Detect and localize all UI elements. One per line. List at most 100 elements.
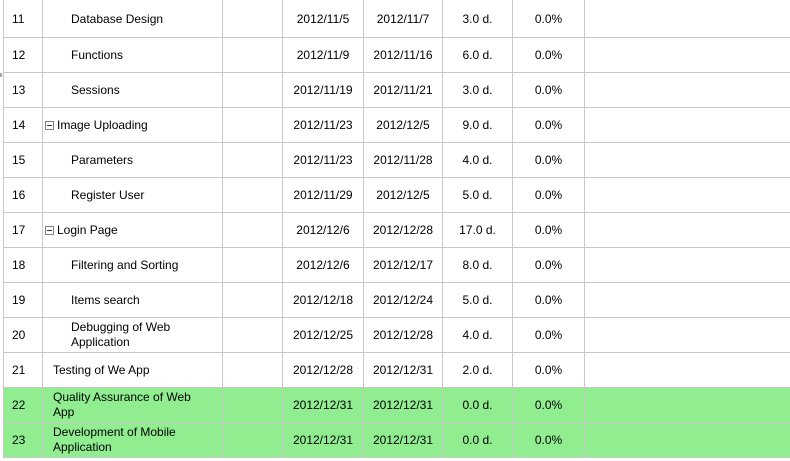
duration: 8.0 d.: [442, 247, 513, 283]
task-id: 13: [3, 72, 43, 108]
task-name: Filtering and Sorting: [71, 258, 179, 272]
task-name: Register User: [71, 188, 145, 202]
end-date: 2012/12/5: [363, 177, 443, 213]
percent-complete: 0.0%: [512, 177, 585, 213]
collapse-icon[interactable]: [45, 225, 54, 235]
table-row[interactable]: 19 Items search 2012/12/18 2012/12/24 5.…: [3, 282, 790, 318]
empty-cell: [222, 317, 283, 353]
task-id: 14: [3, 107, 43, 143]
end-date: 2012/12/31: [363, 422, 443, 458]
empty-cell: [222, 352, 283, 388]
end-date: 2012/11/16: [363, 37, 443, 73]
empty-cell: [584, 387, 790, 423]
task-name: Functions: [71, 48, 124, 62]
end-date: 2012/12/17: [363, 247, 443, 283]
task-id: 11: [3, 0, 43, 38]
task-name: Debugging of Web Application: [71, 320, 171, 349]
empty-cell: [222, 387, 283, 423]
task-id: 22: [3, 387, 43, 423]
task-name: Testing of We App: [53, 363, 150, 377]
empty-cell: [222, 37, 283, 73]
start-date: 2012/12/25: [282, 317, 364, 353]
duration: 5.0 d.: [442, 282, 513, 318]
table-row-highlighted[interactable]: 22 Quality Assurance of Web App 2012/12/…: [3, 387, 790, 423]
empty-cell: [222, 247, 283, 283]
collapse-icon[interactable]: [45, 120, 54, 130]
duration: 0.0 d.: [442, 422, 513, 458]
table-row[interactable]: 20 Debugging of Web Application 2012/12/…: [3, 317, 790, 353]
percent-complete: 0.0%: [512, 72, 585, 108]
percent-complete: 0.0%: [512, 0, 585, 38]
scrollbar-marker: [0, 73, 2, 77]
end-date: 2012/12/31: [363, 352, 443, 388]
table-row[interactable]: 16 Register User 2012/11/29 2012/12/5 5.…: [3, 177, 790, 213]
empty-cell: [222, 422, 283, 458]
table-row[interactable]: 14 Image Uploading 2012/11/23 2012/12/5 …: [3, 107, 790, 143]
empty-cell: [584, 247, 790, 283]
start-date: 2012/11/29: [282, 177, 364, 213]
percent-complete: 0.0%: [512, 317, 585, 353]
start-date: 2012/12/31: [282, 387, 364, 423]
table-row[interactable]: 17 Login Page 2012/12/6 2012/12/28 17.0 …: [3, 212, 790, 248]
duration: 6.0 d.: [442, 37, 513, 73]
end-date: 2012/12/28: [363, 317, 443, 353]
task-id: 18: [3, 247, 43, 283]
table-row[interactable]: 11 Database Design 2012/11/5 2012/11/7 3…: [3, 0, 790, 38]
table-row[interactable]: 13 Sessions 2012/11/19 2012/11/21 3.0 d.…: [3, 72, 790, 108]
start-date: 2012/12/28: [282, 352, 364, 388]
empty-cell: [222, 212, 283, 248]
empty-cell: [584, 37, 790, 73]
task-id: 23: [3, 422, 43, 458]
duration: 4.0 d.: [442, 317, 513, 353]
table-row-highlighted[interactable]: 23 Development of Mobile Application 201…: [3, 422, 790, 458]
percent-complete: 0.0%: [512, 422, 585, 458]
empty-cell: [584, 212, 790, 248]
empty-cell: [584, 177, 790, 213]
task-name: Login Page: [57, 223, 118, 237]
empty-cell: [584, 317, 790, 353]
start-date: 2012/12/6: [282, 247, 364, 283]
empty-cell: [222, 72, 283, 108]
empty-cell: [222, 142, 283, 178]
task-name: Image Uploading: [57, 118, 148, 132]
percent-complete: 0.0%: [512, 142, 585, 178]
empty-cell: [222, 177, 283, 213]
empty-cell: [584, 282, 790, 318]
percent-complete: 0.0%: [512, 37, 585, 73]
task-id: 21: [3, 352, 43, 388]
table-row[interactable]: 21 Testing of We App 2012/12/28 2012/12/…: [3, 352, 790, 388]
task-grid: 11 Database Design 2012/11/5 2012/11/7 3…: [3, 0, 790, 458]
duration: 3.0 d.: [442, 72, 513, 108]
empty-cell: [222, 282, 283, 318]
empty-cell: [584, 142, 790, 178]
start-date: 2012/12/6: [282, 212, 364, 248]
duration: 3.0 d.: [442, 0, 513, 38]
task-id: 15: [3, 142, 43, 178]
task-name: Development of Mobile Application: [53, 425, 176, 454]
table-row[interactable]: 12 Functions 2012/11/9 2012/11/16 6.0 d.…: [3, 37, 790, 73]
duration: 2.0 d.: [442, 352, 513, 388]
start-date: 2012/11/23: [282, 107, 364, 143]
task-name: Items search: [71, 293, 140, 307]
start-date: 2012/11/23: [282, 142, 364, 178]
table-row[interactable]: 18 Filtering and Sorting 2012/12/6 2012/…: [3, 247, 790, 283]
task-name: Quality Assurance of Web App: [53, 390, 191, 419]
percent-complete: 0.0%: [512, 387, 585, 423]
task-id: 20: [3, 317, 43, 353]
duration: 4.0 d.: [442, 142, 513, 178]
start-date: 2012/12/31: [282, 422, 364, 458]
percent-complete: 0.0%: [512, 352, 585, 388]
end-date: 2012/12/31: [363, 387, 443, 423]
end-date: 2012/11/7: [363, 0, 443, 38]
start-date: 2012/11/9: [282, 37, 364, 73]
duration: 17.0 d.: [442, 212, 513, 248]
start-date: 2012/12/18: [282, 282, 364, 318]
empty-cell: [584, 0, 790, 38]
table-row[interactable]: 15 Parameters 2012/11/23 2012/11/28 4.0 …: [3, 142, 790, 178]
task-name: Sessions: [71, 83, 120, 97]
task-id: 19: [3, 282, 43, 318]
duration: 0.0 d.: [442, 387, 513, 423]
task-id: 17: [3, 212, 43, 248]
empty-cell: [584, 422, 790, 458]
empty-cell: [222, 0, 283, 38]
